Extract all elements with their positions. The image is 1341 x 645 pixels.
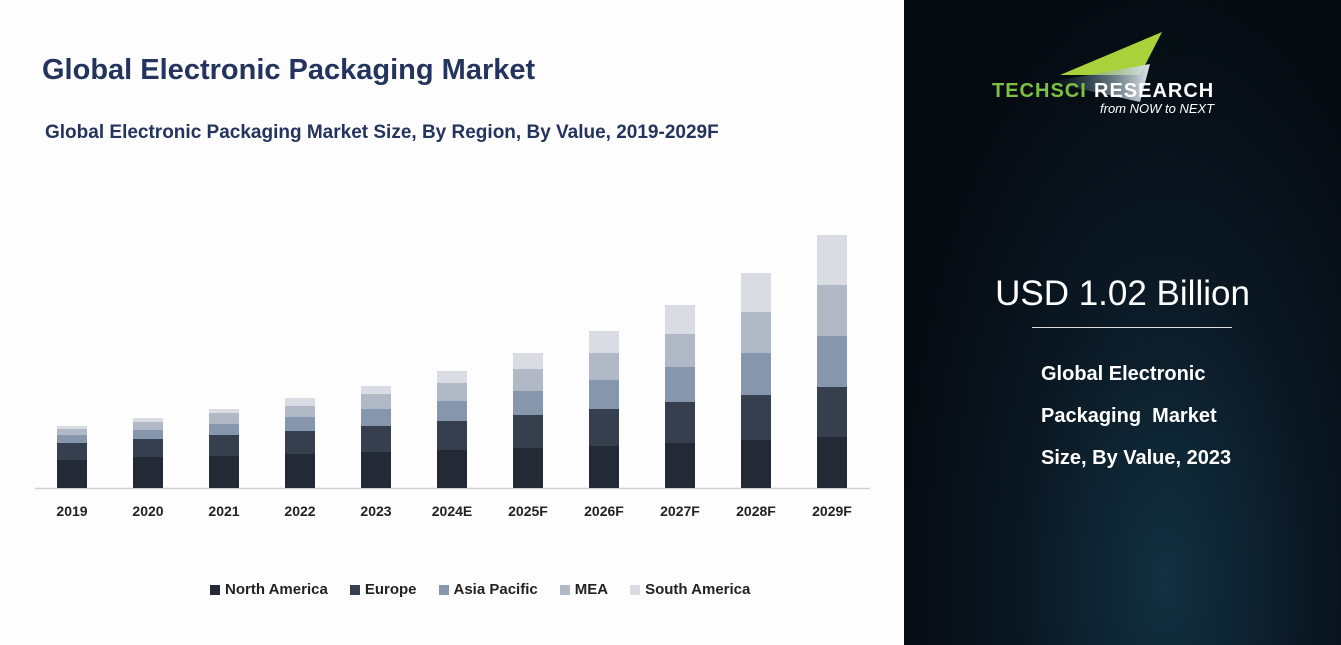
bar-segment [437, 421, 467, 450]
legend-swatch [210, 584, 220, 595]
legend: North America Europe Asia Pacific MEA South … [210, 581, 750, 598]
bar-segment [361, 452, 391, 488]
bar-segment [437, 371, 467, 383]
legend-label: Asia Pacific [453, 581, 538, 598]
desc-line-3: Size, By Value, 2023 [1041, 447, 1232, 469]
bar-segment [741, 395, 771, 440]
bar-segment [209, 409, 239, 413]
bar-segment [589, 331, 619, 353]
bar-segment [285, 431, 315, 454]
bar-segment [589, 353, 619, 380]
bar-segment [513, 448, 543, 488]
brand-research: RESEARCH [1094, 80, 1215, 102]
bar-segment [437, 450, 467, 488]
x-tick-label: 2023 [360, 503, 391, 519]
legend-label: South America [645, 581, 751, 598]
bar-segment [57, 443, 87, 460]
bar-segment [133, 439, 163, 457]
legend-swatch [349, 584, 360, 595]
bar-segment [437, 401, 467, 421]
bar-segment [133, 430, 163, 439]
legend-item: South America [630, 581, 750, 598]
x-tick-label: 2027F [660, 503, 700, 519]
bar-segment [133, 418, 163, 422]
x-tick-label: 2024E [432, 503, 472, 519]
x-tick-label: 2019 [56, 503, 87, 519]
bar-segment [513, 391, 543, 415]
bar-segment [817, 387, 847, 437]
legend-label: North America [225, 581, 328, 598]
bar-segment [741, 312, 771, 353]
bar-segment [209, 456, 239, 488]
bar-segment [57, 435, 87, 443]
chart-title: Global Electronic Packaging Market Size,… [45, 122, 719, 143]
divider [1032, 327, 1232, 328]
bar-segment [361, 426, 391, 452]
bar-segment [665, 402, 695, 443]
techsci-logo-icon [1050, 32, 1162, 102]
chart-panel: Global Electronic Packaging Market Globa… [35, 54, 870, 598]
bar-segment [589, 380, 619, 409]
bar-segment [133, 457, 163, 488]
bar-segment [665, 443, 695, 488]
brand-techsci: TECHSCI [992, 80, 1087, 102]
legend-item: North America [210, 581, 328, 598]
bar-segment [57, 460, 87, 488]
bar-segment [361, 394, 391, 409]
page-title: Global Electronic Packaging Market [42, 54, 536, 86]
desc-line-2: Packaging Market [1041, 405, 1217, 427]
desc-line-1: Global Electronic [1041, 363, 1206, 385]
bar-segment [437, 383, 467, 401]
bar-segment [133, 422, 163, 430]
stacked-bar-chart: 2019 2020 2021 2022 2023 2024E 2025F 2026F 2027F… [35, 235, 870, 519]
legend-label: MEA [574, 581, 609, 598]
bar-segment [361, 386, 391, 394]
bar-segment [209, 435, 239, 456]
bar-segment [741, 440, 771, 488]
bar-segment [209, 424, 239, 435]
bar-segment [285, 454, 315, 488]
bar-segment [285, 406, 315, 417]
bar-segment [741, 353, 771, 395]
bar-segment [285, 398, 315, 406]
bar-segment [589, 446, 619, 488]
legend-item: MEA [559, 581, 609, 598]
bar-segment [817, 235, 847, 285]
bar-segment [57, 426, 87, 429]
bar-segment [665, 367, 695, 402]
legend-swatch [630, 584, 641, 595]
bar-segment [817, 285, 847, 336]
bar-segment [665, 305, 695, 334]
bar-segment [589, 409, 619, 446]
bar-segment [513, 369, 543, 391]
bar-segment [817, 336, 847, 387]
summary-panel: TECHSCI RESEARCH from NOW to NEXT USD 1.… [904, 0, 1341, 645]
x-tick-label: 2026F [584, 503, 624, 519]
tagline: from NOW to NEXT [1100, 101, 1215, 116]
bar-segment [209, 413, 239, 424]
legend-label: Europe [364, 581, 417, 598]
legend-swatch [559, 584, 570, 595]
bar-segment [513, 353, 543, 369]
x-tick-label: 2025F [508, 503, 548, 519]
legend-swatch [438, 584, 449, 595]
bar-segment [741, 273, 771, 312]
legend-item: Europe [349, 581, 417, 598]
x-tick-label: 2020 [132, 503, 163, 519]
market-value: USD 1.02 Billion [995, 274, 1250, 313]
bar-segment [285, 417, 315, 431]
legend-item: Asia Pacific [438, 581, 538, 598]
bar-segment [513, 415, 543, 448]
x-tick-label: 2021 [208, 503, 239, 519]
x-tick-label: 2028F [736, 503, 776, 519]
bar-segment [665, 334, 695, 367]
x-tick-label: 2022 [284, 503, 315, 519]
bar-segment [817, 437, 847, 488]
bar-segment [57, 429, 87, 435]
x-tick-label: 2029F [812, 503, 852, 519]
bar-segment [361, 409, 391, 426]
